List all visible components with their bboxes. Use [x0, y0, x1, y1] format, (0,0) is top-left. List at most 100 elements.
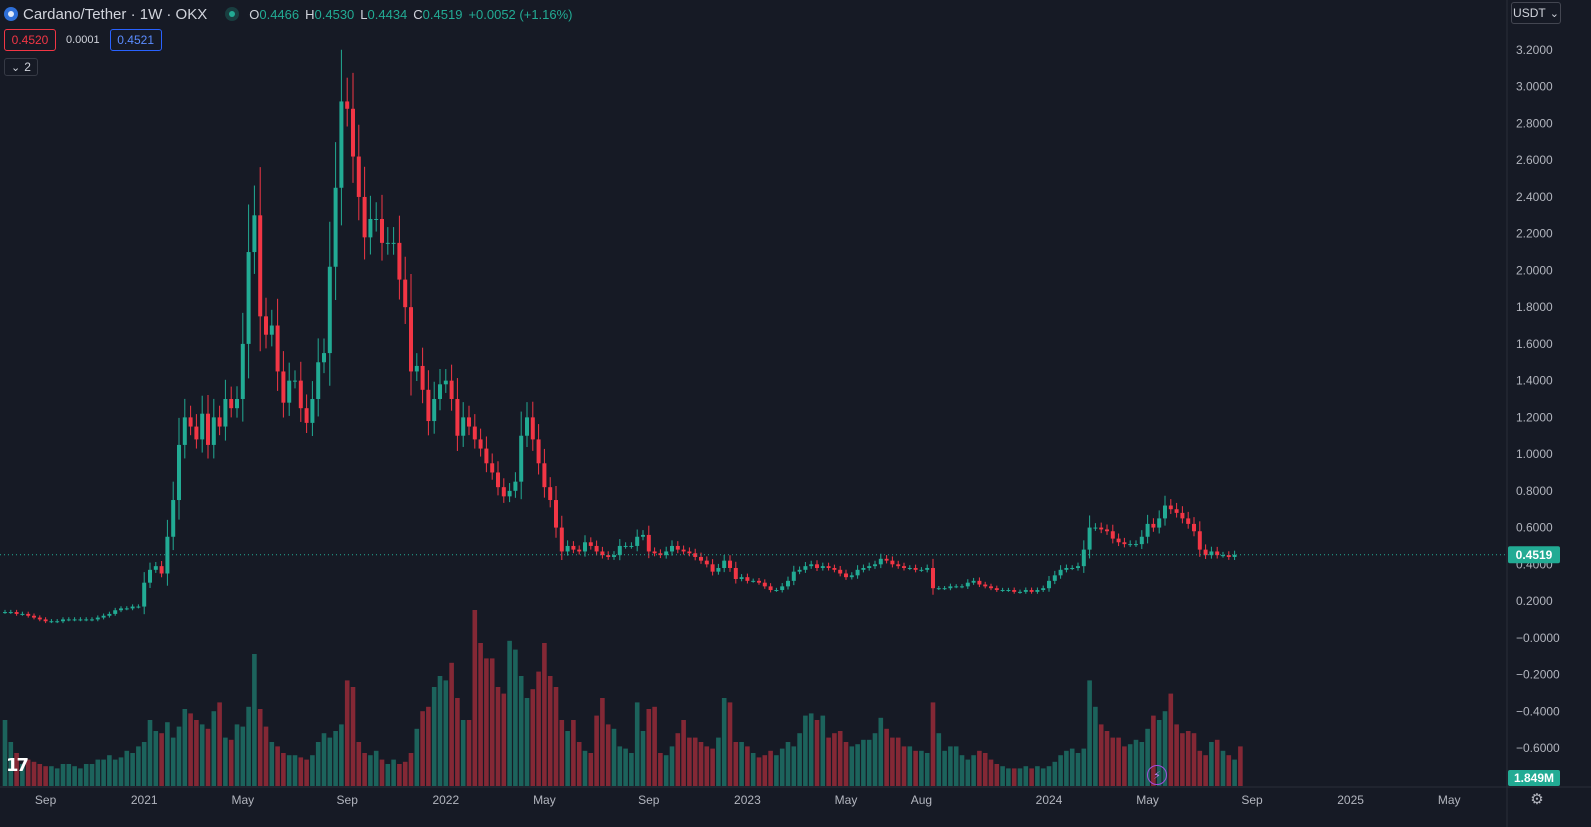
volume-bar: [895, 737, 901, 786]
candle: [351, 72, 355, 183]
volume-bar: [756, 757, 762, 786]
candle: [1058, 565, 1063, 579]
tradingview-logo[interactable]: 17: [6, 755, 29, 776]
volume-bar: [478, 643, 483, 786]
candle: [20, 611, 25, 616]
time-tick-label: 2021: [131, 793, 158, 807]
candle: [449, 364, 454, 411]
lightning-icon[interactable]: ⚡: [1147, 765, 1167, 785]
volume-bar: [507, 640, 512, 786]
candle: [403, 256, 408, 324]
candle: [559, 515, 564, 561]
symbol-title[interactable]: Cardano/Tether · 1W · OKX: [23, 5, 208, 23]
volume-bar: [431, 687, 437, 786]
volume-bar: [379, 759, 385, 786]
candle: [420, 347, 425, 404]
candle: [95, 615, 100, 622]
candle: [571, 541, 576, 554]
volume-bar: [646, 709, 652, 786]
volume-bar: [681, 720, 686, 786]
candle: [745, 573, 750, 584]
volume-bar: [716, 737, 721, 786]
volume-bar: [884, 728, 889, 786]
open-value: 0.4466: [259, 6, 300, 22]
volume-bar: [356, 742, 362, 786]
volume-bar: [623, 748, 628, 786]
candle: [606, 551, 611, 560]
volume-bar: [2, 720, 8, 786]
price-tick-label: −0.4000: [1516, 704, 1560, 718]
volume-bar: [1174, 724, 1179, 786]
candle: [391, 227, 396, 255]
candle: [380, 194, 384, 261]
candle: [762, 579, 767, 589]
price-tick-label: −0.6000: [1516, 741, 1560, 755]
price-tick-label: 2.2000: [1516, 227, 1553, 241]
candle: [1047, 575, 1051, 592]
candle: [1134, 540, 1138, 547]
candle: [751, 578, 756, 583]
volume-bar: [919, 750, 924, 786]
volume-bar: [1162, 711, 1168, 786]
indicators-count: 2: [24, 60, 31, 74]
candle: [501, 478, 506, 503]
volume-bar: [1191, 733, 1197, 786]
time-tick-label: May: [835, 793, 858, 807]
candle: [739, 574, 744, 582]
volume-bar: [942, 750, 947, 786]
candle: [733, 561, 738, 584]
volume-bar: [605, 724, 611, 786]
chevron-down-icon: ⌄: [1549, 7, 1559, 20]
candle: [252, 185, 257, 274]
candle: [1029, 587, 1034, 594]
candle: [1018, 589, 1022, 594]
volume-bar: [223, 737, 228, 786]
volume-bar: [878, 717, 884, 786]
sell-button[interactable]: 0.4520: [4, 29, 56, 51]
candle: [211, 398, 216, 459]
volume-bar: [240, 726, 246, 786]
candle: [1174, 502, 1179, 518]
volume-bar: [1168, 693, 1174, 786]
volume-bar: [959, 755, 965, 786]
candle: [565, 540, 570, 556]
volume-bar: [147, 720, 153, 786]
currency-label: USDT: [1513, 6, 1546, 20]
volume-bar: [1052, 761, 1058, 786]
volume-bar: [1040, 768, 1046, 786]
volume-bar: [130, 753, 135, 786]
candle: [820, 562, 825, 571]
gear-icon[interactable]: ⚙: [1530, 791, 1544, 808]
volume-bar: [78, 768, 83, 786]
candle: [728, 555, 732, 572]
volume-bar: [571, 720, 576, 786]
volume-bar: [617, 746, 623, 786]
indicators-toggle[interactable]: ⌄ 2: [4, 58, 38, 76]
volume-bar: [849, 746, 855, 786]
volume-bar: [1197, 750, 1203, 786]
candle: [235, 386, 239, 418]
volume-bar: [530, 689, 536, 786]
volume-bar: [721, 698, 727, 786]
candle: [119, 606, 123, 613]
candle: [826, 562, 831, 571]
volume-bar: [501, 693, 507, 786]
volume-bar: [292, 755, 298, 786]
candle: [600, 546, 605, 559]
volume-bar: [1145, 728, 1150, 786]
buy-button[interactable]: 0.4521: [109, 29, 162, 51]
candle: [617, 539, 622, 561]
price-axis[interactable]: 3.2000 3.0000 2.8000 2.6000 2.4000 2.2000 2.00…: [1516, 43, 1560, 755]
volume-bar: [861, 739, 866, 786]
candle: [1168, 499, 1173, 514]
volume-bar: [791, 746, 797, 786]
candle: [931, 558, 935, 595]
volume-bar: [460, 720, 466, 786]
candle: [844, 569, 848, 580]
volume-bar: [1023, 766, 1029, 786]
candle: [240, 312, 245, 422]
time-axis[interactable]: Sep 2021 May Sep 2022 May Sep 2023 May Aug 2024 May…: [35, 793, 1461, 807]
volume-bar: [472, 610, 478, 786]
currency-selector[interactable]: USDT ⌄: [1511, 2, 1561, 24]
